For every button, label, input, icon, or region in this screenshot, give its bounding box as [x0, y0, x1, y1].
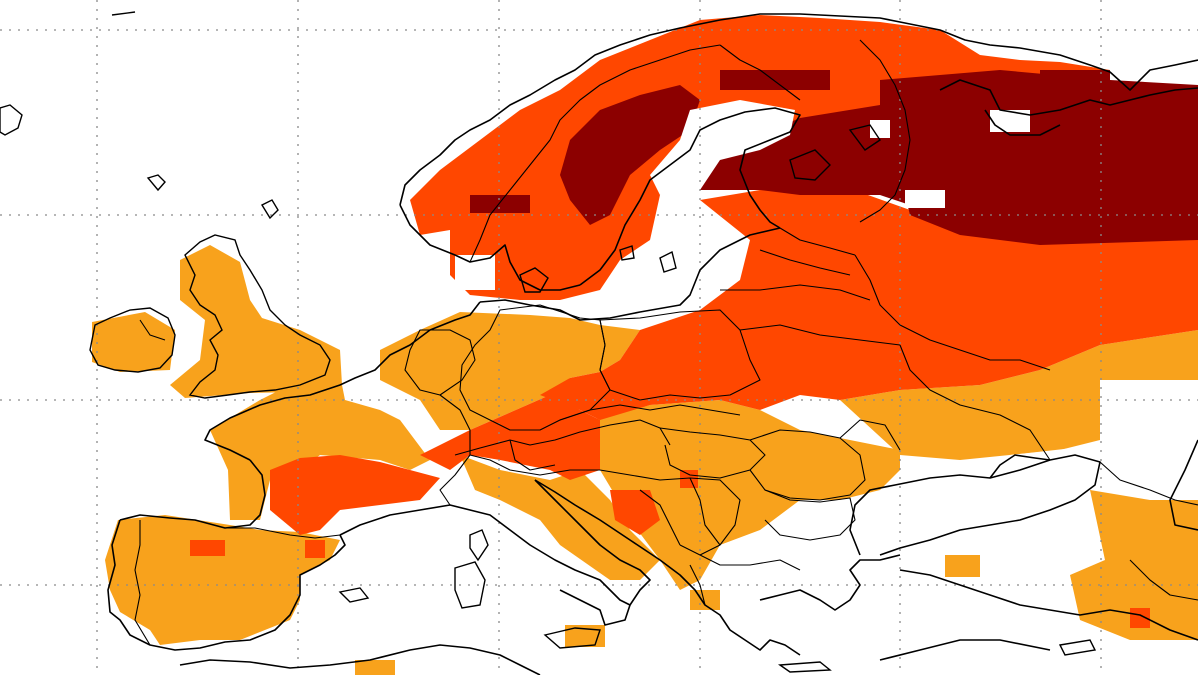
country-borders — [134, 39, 1198, 646]
no-data-cells — [455, 100, 1198, 500]
anomaly-class-1 — [92, 245, 1198, 675]
islands — [0, 11, 1097, 673]
coastlines — [107, 13, 1198, 675]
anomaly-fill-layer — [92, 15, 1198, 675]
anomaly-class-3 — [470, 70, 1198, 245]
